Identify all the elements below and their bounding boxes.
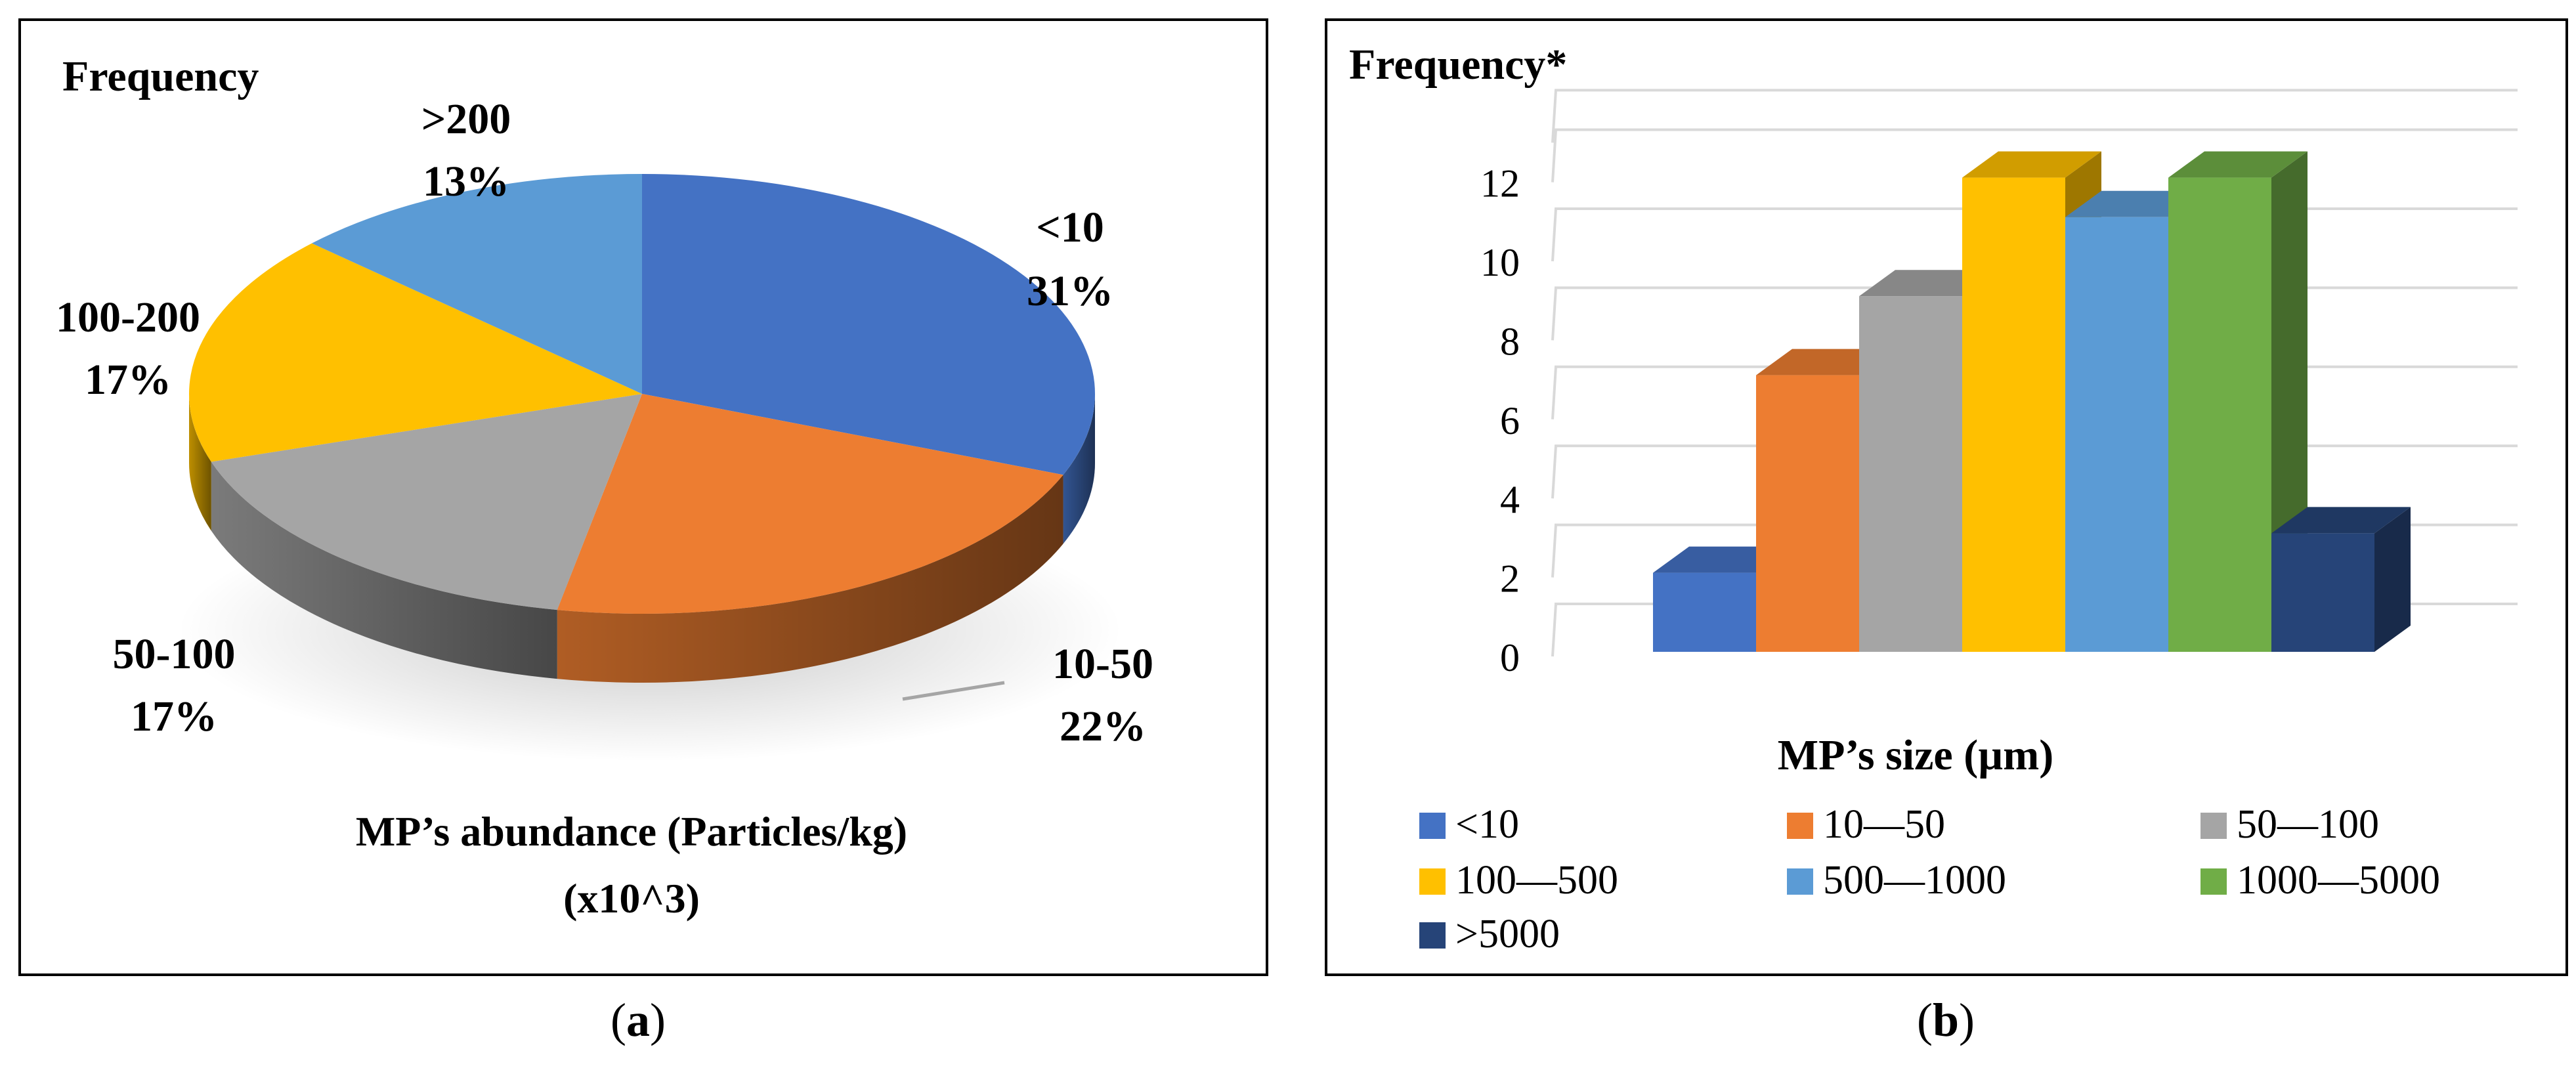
legend-label: 50—100	[2237, 802, 2379, 847]
pie-slice-pct: 17%	[85, 356, 171, 404]
bar-legend: <10 10—50 50—100 100—500 500—1000 1000—5000 >5…	[1419, 802, 2440, 956]
bar-chart-panel: Frequency* 0 2 4 6 8 10 12 MP’s size (µm) <10 1…	[1325, 18, 2568, 976]
pie-caption-line1: MP’s abundance (Particles/kg)	[356, 808, 907, 855]
pie-slice-pct: 22%	[1060, 702, 1146, 750]
legend-item: 100—500	[1419, 858, 1618, 903]
pie-slice-side-shading	[189, 394, 211, 531]
pie-slice-side-shading	[557, 475, 1063, 683]
pie-slice-pct: 31%	[1027, 267, 1113, 315]
bar	[2271, 507, 2411, 652]
bar-gridline	[1551, 89, 2518, 143]
pie-label-100-200: 100-200 17%	[56, 293, 200, 404]
pie-tops	[188, 174, 1095, 614]
legend-swatch	[1419, 868, 1446, 895]
bar-front	[2271, 533, 2374, 652]
bar-gridlines	[1551, 89, 2518, 657]
pie-title: Frequency	[62, 53, 259, 100]
legend-swatch	[2200, 868, 2227, 895]
legend-swatch	[1787, 868, 1813, 895]
bar-y-tick-label: 4	[1500, 478, 1520, 521]
legend-swatch	[1787, 813, 1813, 839]
bar-y-tick-label: 10	[1480, 241, 1520, 284]
legend-swatch	[2200, 813, 2227, 839]
pie-sides	[189, 394, 1095, 683]
bar-top	[2271, 507, 2411, 534]
legend-swatch	[1419, 922, 1446, 949]
pie-slice-side-shading	[1063, 394, 1095, 544]
legend-label: >5000	[1455, 912, 1560, 956]
bar-y-tick-label: 12	[1480, 162, 1520, 205]
bar-front	[1859, 296, 1962, 652]
pie-caption-line2: (x10^3)	[563, 875, 700, 922]
legend-label: 500—1000	[1823, 858, 2006, 903]
pie-slice	[312, 174, 642, 394]
legend-label: 1000—5000	[2237, 858, 2440, 903]
pie-slice	[188, 243, 642, 462]
bar-front	[1962, 177, 2065, 652]
bar-front	[1756, 375, 1859, 652]
bar-side	[2374, 507, 2411, 652]
legend-label: 100—500	[1455, 858, 1618, 903]
legend-swatch	[1419, 813, 1446, 839]
bar-front	[2168, 177, 2271, 652]
pie-slice-label: <10	[1036, 203, 1104, 251]
bar-title: Frequency*	[1349, 41, 1567, 89]
pie-label-gt200: >200 13%	[421, 95, 511, 205]
legend-item: 500—1000	[1787, 858, 2006, 903]
pie-slice-label: >200	[421, 95, 511, 143]
pie-slice-label: 100-200	[56, 293, 200, 341]
legend-item: 50—100	[2200, 802, 2379, 847]
pie-label-lt10: <10 31%	[1027, 203, 1113, 315]
pie-slice	[211, 394, 642, 610]
bar-y-tick-label: 8	[1500, 320, 1520, 363]
bar-y-tick-label: 6	[1500, 399, 1520, 442]
legend-item: 1000—5000	[2200, 858, 2440, 903]
pie-slice-label: 10-50	[1052, 640, 1153, 688]
pie-chart-panel: Frequency <10 31% 10-50 22% 50-100 17% 1…	[18, 18, 1268, 976]
panel-label-a-letter: a	[626, 994, 650, 1046]
bar-series	[1653, 151, 2411, 652]
bar-y-tick-label: 2	[1500, 557, 1520, 601]
bar-top	[1962, 151, 2101, 178]
pie-leader-line-10-50	[902, 681, 1005, 701]
legend-item: <10	[1419, 802, 1519, 847]
bar-y-tick-label: 0	[1500, 636, 1520, 679]
legend-label: <10	[1455, 802, 1519, 847]
bar-top	[2168, 151, 2308, 178]
pie-label-10-50: 10-50 22%	[1052, 640, 1153, 750]
panel-label-b-letter: b	[1933, 994, 1959, 1046]
bar-x-axis-label: MP’s size (µm)	[1778, 731, 2053, 779]
bar-gridline	[1551, 128, 2518, 182]
pie-slice-pct: 13%	[423, 158, 509, 205]
legend-item: 10—50	[1787, 802, 1945, 847]
pie-slice-pct: 17%	[131, 693, 217, 740]
legend-label: 10—50	[1823, 802, 1945, 847]
pie-slice-label: 50-100	[113, 630, 236, 678]
pie-slice	[557, 394, 1063, 614]
pie-label-50-100: 50-100 17%	[113, 630, 236, 740]
panel-label-a: (a)	[611, 994, 666, 1046]
pie-slice	[642, 174, 1095, 475]
bar-front	[1653, 572, 1756, 652]
legend-item: >5000	[1419, 912, 1560, 956]
pie-slice-side-shading	[211, 461, 557, 679]
bar-y-tick-labels: 0 2 4 6 8 10 12	[1480, 162, 1520, 679]
panel-label-b: (b)	[1917, 994, 1975, 1046]
bar-front	[2065, 217, 2168, 652]
